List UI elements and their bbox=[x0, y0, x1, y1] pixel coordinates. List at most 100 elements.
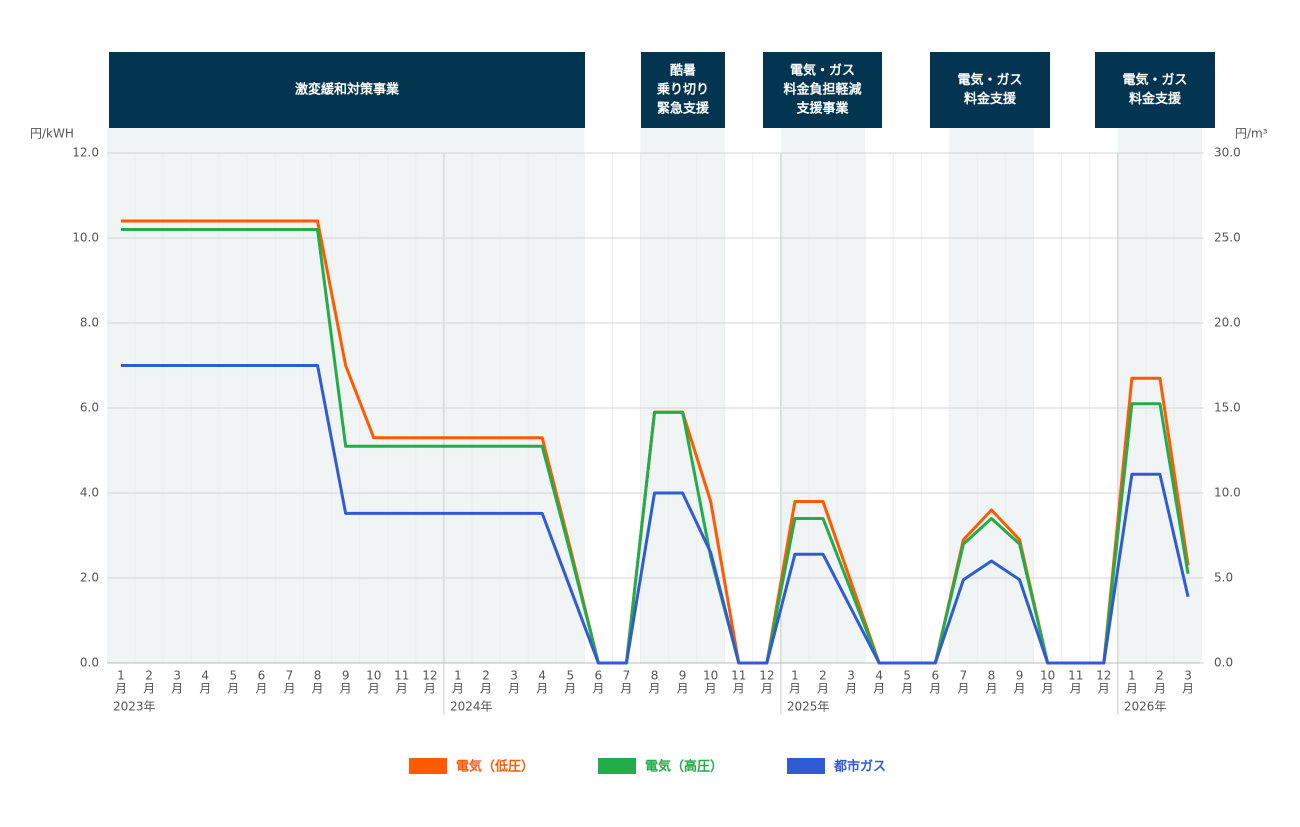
x-tick-label: 11 bbox=[394, 669, 409, 683]
x-tick-label: 5 bbox=[229, 669, 237, 683]
x-tick-label: 2 bbox=[1156, 669, 1164, 683]
x-tick-label: 5 bbox=[903, 669, 911, 683]
x-tick-label: 1 bbox=[117, 669, 125, 683]
y2-tick-label: 5.0 bbox=[1214, 571, 1233, 585]
banner-text: 緊急支援 bbox=[657, 101, 710, 117]
x-tick-label: 8 bbox=[651, 669, 659, 683]
x-tick-label: 4 bbox=[875, 669, 883, 683]
year-label: 2026年 bbox=[1124, 700, 1167, 714]
legend-swatch bbox=[787, 758, 825, 774]
x-tick-unit: 月 bbox=[143, 682, 155, 696]
year-label: 2025年 bbox=[787, 700, 830, 714]
x-tick-label: 5 bbox=[566, 669, 574, 683]
x-tick-unit: 月 bbox=[1154, 682, 1166, 696]
banner bbox=[109, 52, 585, 128]
x-tick-unit: 月 bbox=[171, 682, 183, 696]
x-tick-label: 10 bbox=[1040, 669, 1055, 683]
y2-tick-label: 30.0 bbox=[1214, 146, 1241, 160]
x-tick-unit: 月 bbox=[649, 682, 661, 696]
x-tick-unit: 月 bbox=[677, 682, 689, 696]
x-tick-unit: 月 bbox=[283, 682, 295, 696]
y2-tick-label: 10.0 bbox=[1214, 486, 1241, 500]
x-tick-label: 2 bbox=[819, 669, 827, 683]
x-tick-label: 12 bbox=[759, 669, 774, 683]
y-tick-label: 6.0 bbox=[80, 401, 99, 415]
x-tick-unit: 月 bbox=[508, 682, 520, 696]
banner-text: 電気・ガス bbox=[957, 72, 1022, 88]
x-tick-label: 12 bbox=[1096, 669, 1111, 683]
x-tick-label: 8 bbox=[988, 669, 996, 683]
x-tick-unit: 月 bbox=[396, 682, 408, 696]
shade bbox=[780, 128, 866, 663]
x-tick-label: 3 bbox=[847, 669, 855, 683]
year-label: 2024年 bbox=[450, 700, 493, 714]
x-tick-label: 11 bbox=[1068, 669, 1083, 683]
y2-tick-label: 25.0 bbox=[1214, 231, 1241, 245]
x-tick-unit: 月 bbox=[199, 682, 211, 696]
x-tick-unit: 月 bbox=[901, 682, 913, 696]
x-tick-unit: 月 bbox=[817, 682, 829, 696]
banner-text: 料金負担軽減 bbox=[783, 82, 861, 98]
x-tick-unit: 月 bbox=[564, 682, 576, 696]
x-tick-unit: 月 bbox=[592, 682, 604, 696]
y-tick-label: 10.0 bbox=[72, 231, 99, 245]
y2-tick-label: 20.0 bbox=[1214, 316, 1241, 330]
x-tick-unit: 月 bbox=[115, 682, 127, 696]
x-tick-label: 3 bbox=[173, 669, 181, 683]
legend-label: 電気（高圧） bbox=[645, 759, 723, 775]
x-tick-unit: 月 bbox=[761, 682, 773, 696]
banner bbox=[930, 52, 1050, 128]
x-tick-unit: 月 bbox=[312, 682, 324, 696]
y2-axis-label: 円/m³ bbox=[1235, 127, 1268, 141]
shade bbox=[949, 128, 1034, 663]
x-tick-label: 6 bbox=[931, 669, 939, 683]
x-tick-unit: 月 bbox=[1098, 682, 1110, 696]
x-tick-unit: 月 bbox=[255, 682, 267, 696]
series-line bbox=[121, 228, 1190, 665]
banner bbox=[641, 52, 725, 128]
y2-tick-label: 0.0 bbox=[1214, 656, 1233, 670]
x-tick-unit: 月 bbox=[705, 682, 717, 696]
x-tick-label: 7 bbox=[286, 669, 294, 683]
x-tick-unit: 月 bbox=[340, 682, 352, 696]
x-tick-label: 7 bbox=[960, 669, 968, 683]
x-tick-label: 9 bbox=[679, 669, 687, 683]
legend-swatch bbox=[409, 758, 447, 774]
x-tick-label: 11 bbox=[731, 669, 746, 683]
banner-text: 激変緩和対策事業 bbox=[295, 82, 400, 98]
x-tick-unit: 月 bbox=[845, 682, 857, 696]
x-tick-label: 3 bbox=[510, 669, 518, 683]
banner-text: 酷暑 bbox=[670, 63, 696, 79]
banner-text: 料金支援 bbox=[1129, 91, 1182, 107]
x-tick-unit: 月 bbox=[1042, 682, 1054, 696]
x-tick-label: 2 bbox=[482, 669, 490, 683]
y-tick-label: 2.0 bbox=[80, 571, 99, 585]
x-tick-unit: 月 bbox=[1182, 682, 1194, 696]
y-tick-label: 0.0 bbox=[80, 656, 99, 670]
shade bbox=[1117, 128, 1203, 663]
legend-label: 都市ガス bbox=[833, 759, 886, 775]
y-tick-label: 12.0 bbox=[72, 146, 99, 160]
series-line bbox=[121, 364, 1190, 665]
x-tick-unit: 月 bbox=[452, 682, 464, 696]
x-tick-label: 10 bbox=[703, 669, 718, 683]
x-tick-unit: 月 bbox=[1014, 682, 1026, 696]
legend-swatch bbox=[598, 758, 636, 774]
shade bbox=[106, 128, 585, 663]
x-tick-unit: 月 bbox=[929, 682, 941, 696]
x-tick-unit: 月 bbox=[227, 682, 239, 696]
x-tick-label: 9 bbox=[1016, 669, 1024, 683]
x-tick-unit: 月 bbox=[620, 682, 632, 696]
x-tick-label: 12 bbox=[422, 669, 437, 683]
x-tick-label: 9 bbox=[342, 669, 350, 683]
year-label: 2023年 bbox=[113, 700, 156, 714]
x-tick-label: 6 bbox=[258, 669, 266, 683]
x-tick-unit: 月 bbox=[985, 682, 997, 696]
x-tick-unit: 月 bbox=[1126, 682, 1138, 696]
y2-tick-label: 15.0 bbox=[1214, 401, 1241, 415]
x-tick-label: 10 bbox=[366, 669, 381, 683]
x-tick-unit: 月 bbox=[733, 682, 745, 696]
x-tick-unit: 月 bbox=[1070, 682, 1082, 696]
y-tick-label: 8.0 bbox=[80, 316, 99, 330]
